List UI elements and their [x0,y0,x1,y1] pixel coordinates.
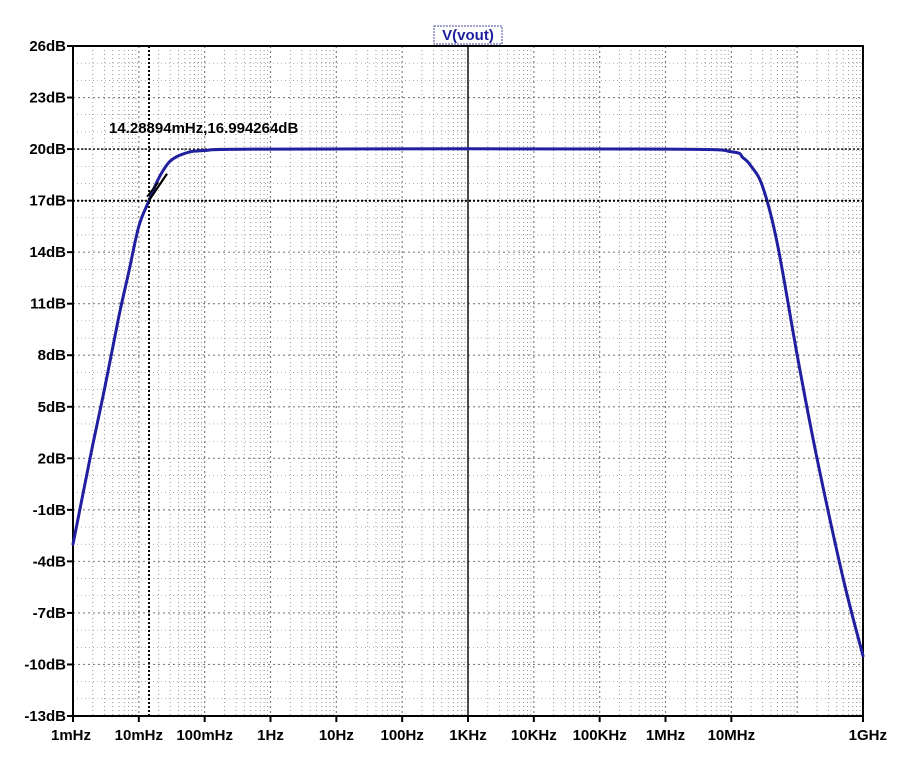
y-tick-label: -7dB [33,605,67,622]
y-tick-label: 20dB [29,141,66,158]
x-tick-label: 1Hz [257,727,284,744]
x-tick-label: 10MHz [708,727,756,744]
cursor-pointer-mark [149,173,168,200]
y-tick-label: -4dB [33,553,67,570]
y-axis: 26dB 23dB 20dB 17dB 14dB 11dB 8dB 5dB 2dB -1dB -4d… [24,38,73,725]
y-tick-label: -13dB [24,708,66,725]
chart-title-box [433,25,503,45]
trace-vout [71,147,865,658]
y-tick-label: 8dB [38,347,67,364]
y-tick-label: 17dB [29,193,66,210]
x-axis: 1mHz 10mHz 100mHz 1Hz 10Hz 100Hz 1KHz 10KHz 100K… [51,716,887,744]
x-tick-label: 100mHz [176,727,233,744]
y-tick-label: 2dB [38,450,67,467]
x-tick-label: 100Hz [380,727,423,744]
x-tick-label: 1KHz [449,727,487,744]
x-tick-label: 1MHz [646,727,685,744]
y-tick-label: 23dB [29,90,66,107]
cursor-readout: 14.28894mHz,16.994264dB [109,120,298,137]
cursor-pointer-mark [146,182,159,198]
y-tick-label: 5dB [38,399,67,416]
chart-title-group[interactable]: V(vout) [433,25,503,45]
y-tick-label: -10dB [24,656,66,673]
x-tick-label: 1GHz [849,727,887,744]
cursor-group[interactable]: 14.28894mHz,16.994264dB [73,46,863,716]
x-tick-label: 10mHz [115,727,163,744]
y-tick-label: 14dB [29,244,66,261]
x-tick-label: 10KHz [511,727,557,744]
x-tick-label: 10Hz [319,727,354,744]
grid [73,46,863,716]
y-tick-label: 26dB [29,38,66,55]
chart-title: V(vout) [442,27,494,44]
y-tick-label: -1dB [33,502,67,519]
y-tick-label: 11dB [30,296,66,313]
x-tick-label: 1mHz [51,727,91,744]
x-tick-label: 100KHz [573,727,627,744]
